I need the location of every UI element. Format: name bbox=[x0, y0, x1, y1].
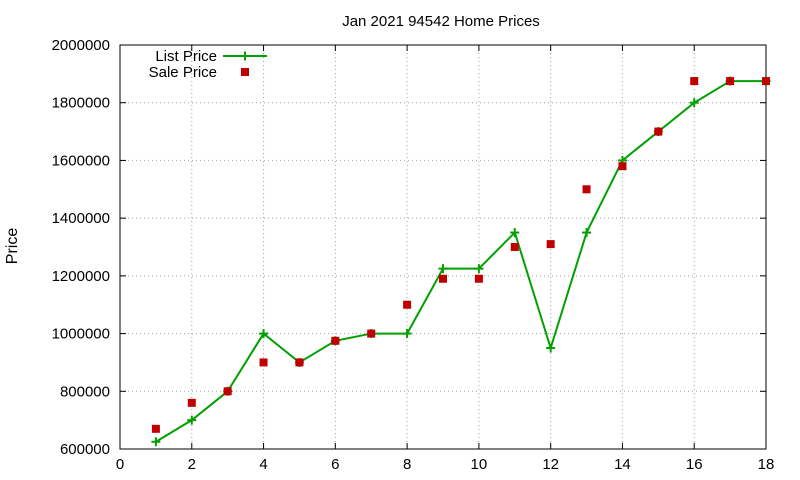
y-tick-label: 600000 bbox=[60, 441, 110, 458]
sale-price-point bbox=[618, 162, 627, 171]
y-tick-label: 2000000 bbox=[52, 37, 110, 54]
list-price-point bbox=[474, 264, 484, 274]
list-price-point bbox=[582, 228, 592, 238]
y-tick-label: 1200000 bbox=[52, 268, 110, 285]
x-tick-label: 16 bbox=[686, 456, 703, 473]
sale-price-point bbox=[367, 329, 376, 338]
y-tick-label: 1400000 bbox=[52, 210, 110, 227]
sale-price-point bbox=[403, 300, 412, 309]
y-tick-label: 1000000 bbox=[52, 326, 110, 343]
legend-marker-list-price bbox=[240, 51, 250, 61]
sale-price-point bbox=[223, 387, 232, 396]
x-tick-label: 12 bbox=[542, 456, 559, 473]
x-tick-label: 0 bbox=[116, 456, 124, 473]
list-price-line bbox=[155, 80, 766, 443]
sale-price-point bbox=[295, 358, 304, 367]
x-tick-label: 4 bbox=[259, 456, 267, 473]
sale-price-point bbox=[510, 243, 519, 251]
axes: 0 2 4 6 8 10 12 14 16 18 600000 800000 1000000 120000… bbox=[52, 37, 775, 473]
list-price-point bbox=[187, 415, 197, 425]
sale-price-point bbox=[762, 77, 770, 86]
x-tick-label: 2 bbox=[188, 456, 196, 473]
sale-price-point bbox=[582, 185, 591, 194]
x-tick-label: 10 bbox=[471, 456, 488, 473]
plot-frame bbox=[119, 44, 767, 450]
chart-title: Jan 2021 94542 Home Prices bbox=[342, 13, 540, 30]
sale-price-point bbox=[654, 127, 663, 136]
sale-price-point bbox=[331, 336, 340, 345]
x-tick-label: 18 bbox=[758, 456, 775, 473]
x-tick-label: 14 bbox=[614, 456, 631, 473]
sale-price-point bbox=[726, 77, 735, 86]
list-price-point bbox=[546, 343, 556, 353]
list-price-point bbox=[259, 329, 269, 339]
list-price-point bbox=[151, 437, 161, 447]
legend-marker-sale-price bbox=[241, 68, 249, 76]
y-tick-label: 800000 bbox=[60, 383, 110, 400]
legend-label-sale-price: Sale Price bbox=[149, 64, 217, 81]
sale-price-point bbox=[474, 274, 483, 283]
sale-price-point bbox=[690, 77, 699, 86]
sale-price-point bbox=[259, 358, 268, 367]
sale-price-point bbox=[187, 398, 196, 407]
x-tick-label: 6 bbox=[331, 456, 339, 473]
y-axis-label: Price bbox=[4, 228, 21, 265]
list-price-point bbox=[402, 329, 412, 339]
sale-price-point bbox=[546, 240, 555, 249]
list-price-point bbox=[438, 264, 448, 274]
sale-price-point bbox=[439, 274, 447, 283]
list-price-point bbox=[510, 228, 520, 238]
y-tick-label: 1800000 bbox=[52, 95, 110, 112]
legend-label-list-price: List Price bbox=[155, 48, 217, 65]
grid bbox=[120, 45, 766, 449]
y-tick-label: 1600000 bbox=[52, 152, 110, 169]
x-tick-label: 8 bbox=[403, 456, 411, 473]
series bbox=[151, 76, 771, 447]
list-price-point bbox=[689, 98, 699, 108]
sale-price-point bbox=[151, 424, 160, 433]
